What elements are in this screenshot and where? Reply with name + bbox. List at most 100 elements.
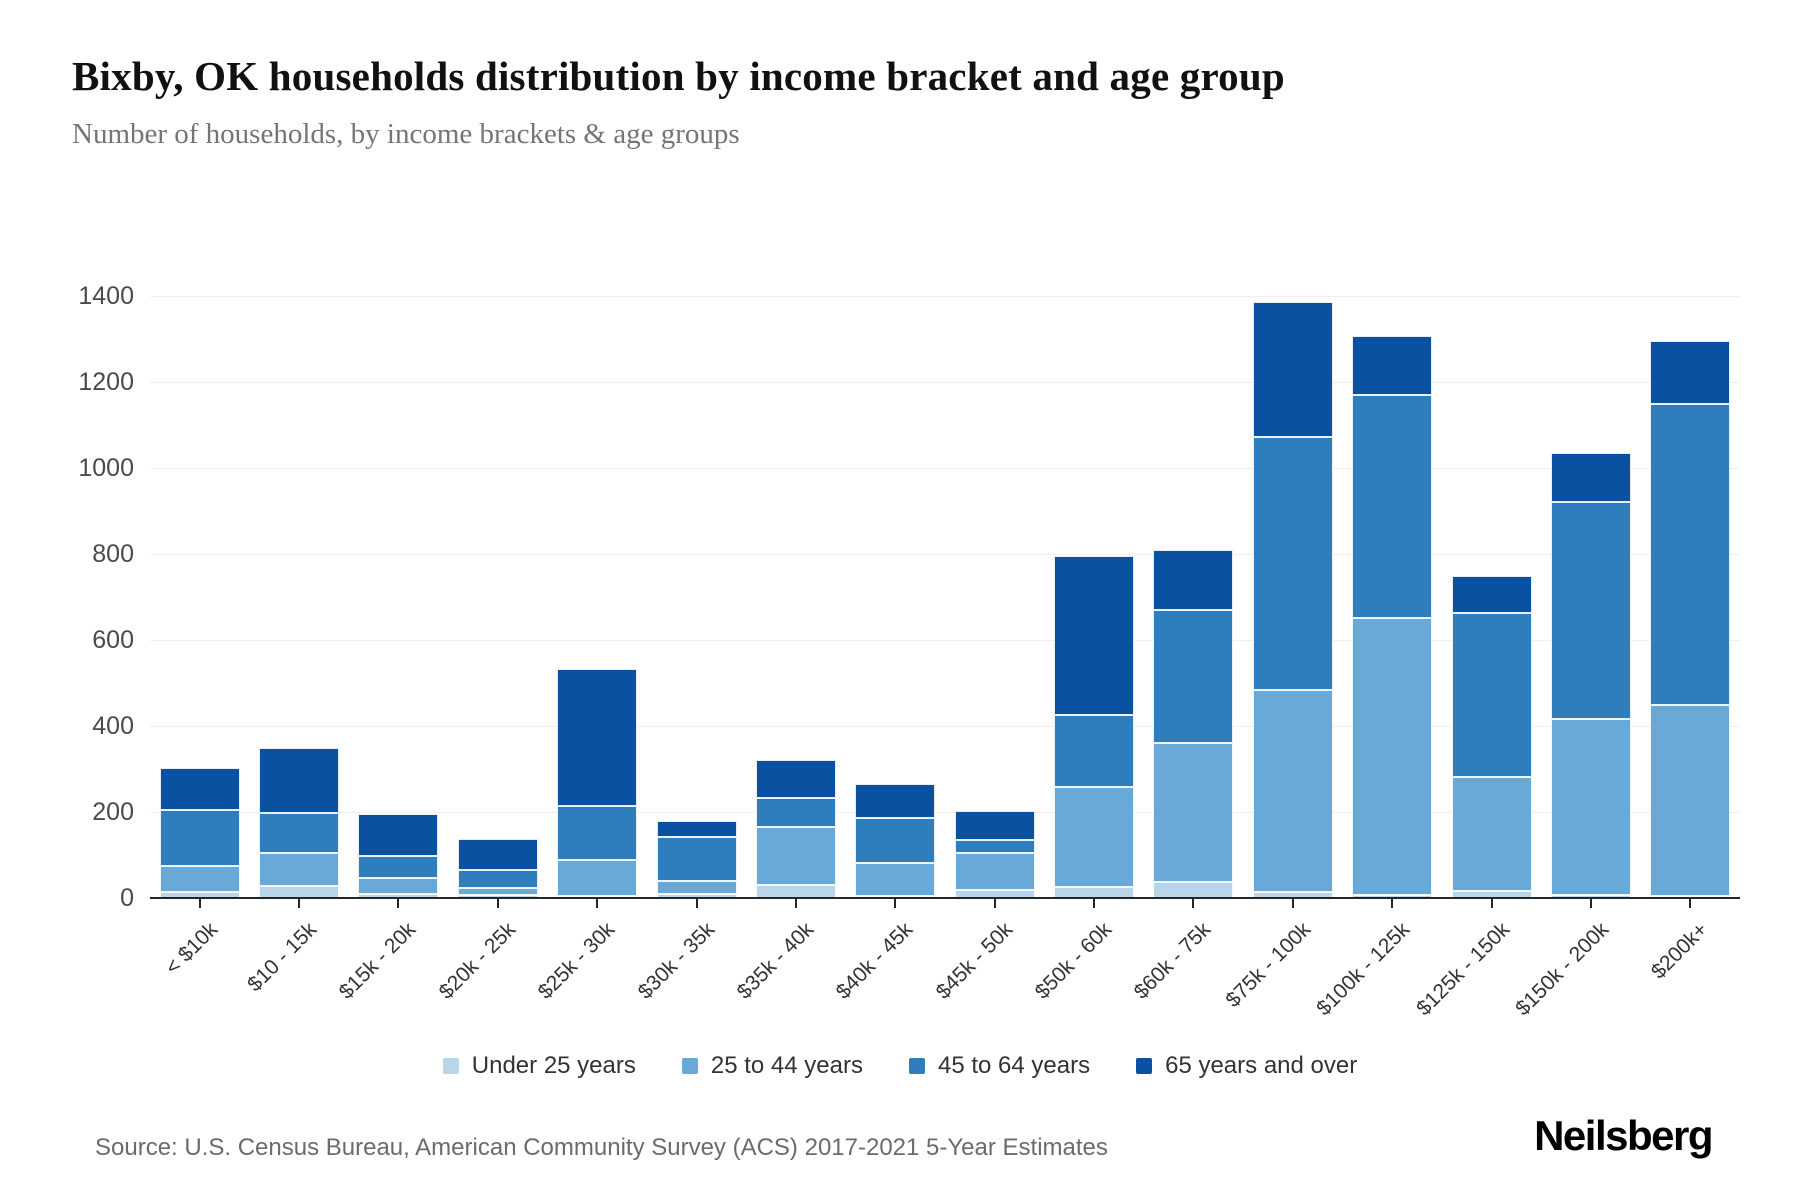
bar-group-5 <box>548 296 647 898</box>
bar-segment[interactable] <box>1550 718 1631 895</box>
gridline-600 <box>150 640 1740 641</box>
bar-segment[interactable] <box>1451 575 1532 613</box>
bar-segment[interactable] <box>1252 689 1333 892</box>
bar-segment[interactable] <box>954 811 1035 840</box>
bar-segment[interactable] <box>557 668 638 806</box>
y-tick-label-1200: 1200 <box>78 368 134 396</box>
bar-segment[interactable] <box>259 813 340 854</box>
bar-segment[interactable] <box>1153 742 1234 883</box>
bar-segment[interactable] <box>954 839 1035 854</box>
bar-group-14 <box>1442 296 1541 898</box>
gridline-1400 <box>150 296 1740 297</box>
bar-segment[interactable] <box>954 853 1035 891</box>
bar-segment[interactable] <box>855 818 936 863</box>
legend-swatch-icon <box>908 1058 925 1074</box>
x-tick-label: $15k - 20k <box>335 918 421 1004</box>
bar-segment[interactable] <box>1252 302 1333 437</box>
legend-label: 65 years and over <box>1165 1052 1358 1079</box>
x-axis-line <box>150 897 1740 899</box>
bar-group-4 <box>448 296 547 898</box>
bar-group-16 <box>1641 296 1740 898</box>
bar-segment[interactable] <box>656 820 737 837</box>
bar-segment[interactable] <box>159 865 240 892</box>
bar-segment[interactable] <box>557 806 638 860</box>
bar-group-10 <box>1044 296 1143 898</box>
x-tick <box>695 899 698 908</box>
bar-segment[interactable] <box>1650 704 1731 896</box>
bar-segment[interactable] <box>259 747 340 814</box>
stacked-bar <box>755 760 836 898</box>
bar-segment[interactable] <box>358 814 439 857</box>
bar-segment[interactable] <box>159 809 240 866</box>
bar-group-13 <box>1343 296 1442 898</box>
legend-label: 25 to 44 years <box>710 1052 863 1079</box>
bar-segment[interactable] <box>1650 403 1731 705</box>
stacked-bar <box>1153 550 1234 898</box>
bar-segment[interactable] <box>755 798 836 827</box>
brand-logo: Neilsberg <box>1534 1112 1713 1159</box>
bar-segment[interactable] <box>656 836 737 881</box>
legend-label: 45 to 64 years <box>937 1052 1091 1079</box>
x-tick <box>1589 899 1592 908</box>
bar-segment[interactable] <box>1352 618 1433 895</box>
bar-segment[interactable] <box>1650 341 1731 404</box>
y-tick-label-0: 0 <box>120 884 134 912</box>
bar-group-7 <box>746 296 845 898</box>
bar-segment[interactable] <box>1153 550 1234 610</box>
bar-segment[interactable] <box>1252 436 1333 690</box>
bar-segment[interactable] <box>1352 336 1433 395</box>
bar-segment[interactable] <box>855 784 936 819</box>
gridline-800 <box>150 554 1740 555</box>
bar-segment[interactable] <box>358 878 439 894</box>
bar-segment[interactable] <box>457 887 538 895</box>
bar-segment[interactable] <box>1054 556 1135 715</box>
bar-segment[interactable] <box>855 862 936 896</box>
bar-segment[interactable] <box>1550 452 1631 503</box>
bar-group-8 <box>846 296 945 898</box>
x-tick-label: < $10k <box>160 918 222 980</box>
bar-group-1 <box>150 296 249 898</box>
bar-segment[interactable] <box>1352 394 1433 619</box>
bar-segment[interactable] <box>1054 714 1135 787</box>
legend-label: Under 25 years <box>471 1052 636 1079</box>
bar-segment[interactable] <box>1153 609 1234 743</box>
x-tick <box>794 899 797 908</box>
bar-segment[interactable] <box>1054 786 1135 888</box>
x-tick-label: $45k - 50k <box>931 918 1017 1004</box>
x-tick <box>1093 899 1096 908</box>
legend-item[interactable]: 65 years and over <box>1136 1052 1357 1080</box>
bar-segment[interactable] <box>259 853 340 886</box>
x-tick-label: $125k - 150k <box>1411 918 1514 1021</box>
x-tick <box>894 899 897 908</box>
bar-group-9 <box>945 296 1044 898</box>
stacked-bar <box>457 839 538 898</box>
stacked-bar <box>1451 575 1532 898</box>
legend-item[interactable]: 45 to 64 years <box>908 1052 1091 1080</box>
x-tick <box>397 899 400 908</box>
plot-area <box>150 296 1740 898</box>
bar-segment[interactable] <box>656 880 737 894</box>
legend: Under 25 years 25 to 44 years 45 to 64 yea… <box>0 1052 1800 1080</box>
legend-item[interactable]: 25 to 44 years <box>681 1052 863 1080</box>
bar-segment[interactable] <box>457 839 538 870</box>
bars-layer <box>150 296 1740 898</box>
bar-segment[interactable] <box>1451 612 1532 778</box>
x-tick-label: $100k - 125k <box>1312 918 1415 1021</box>
bar-segment[interactable] <box>457 869 538 888</box>
bar-segment[interactable] <box>159 767 240 810</box>
stacked-bar <box>855 784 936 898</box>
y-tick-label-1000: 1000 <box>78 454 134 482</box>
stacked-bar <box>1054 556 1135 898</box>
bar-segment[interactable] <box>755 826 836 886</box>
bar-segment[interactable] <box>557 859 638 896</box>
x-tick-label: $25k - 30k <box>533 918 620 1004</box>
legend-item[interactable]: Under 25 years <box>442 1052 636 1080</box>
stacked-bar <box>159 767 240 898</box>
bar-segment[interactable] <box>1451 777 1532 892</box>
bar-segment[interactable] <box>1550 502 1631 719</box>
x-tick-label: $35k - 40k <box>732 918 819 1004</box>
bar-segment[interactable] <box>358 856 439 879</box>
bar-segment[interactable] <box>755 760 836 799</box>
bar-segment[interactable] <box>1153 882 1234 898</box>
